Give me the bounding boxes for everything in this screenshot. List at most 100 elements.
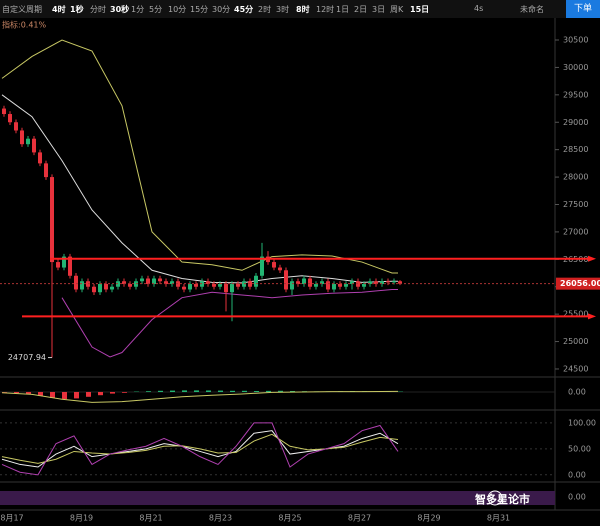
candle-body: [236, 283, 240, 287]
y-tick-label: 0.00: [568, 388, 586, 397]
candle-body: [392, 281, 396, 283]
refresh-interval[interactable]: 4s: [474, 4, 484, 13]
period-button[interactable]: 45分: [234, 5, 254, 14]
period-button[interactable]: 2时: [258, 5, 272, 14]
macd-bar: [230, 390, 235, 392]
watermark-icon: [487, 490, 503, 506]
y-tick-label: 29000: [563, 118, 588, 127]
y-tick-label: 30500: [563, 36, 588, 45]
y-tick-label: 50.00: [568, 444, 591, 453]
y-tick-label: 28500: [563, 145, 588, 154]
period-button[interactable]: 30秒: [110, 5, 130, 14]
candle-body: [284, 270, 288, 290]
low-label: 24707.94: [8, 353, 46, 362]
macd-bar: [194, 390, 199, 392]
x-tick-label: 8月19: [70, 514, 93, 523]
candle-body: [38, 152, 42, 164]
candle-body: [272, 262, 276, 268]
period-button[interactable]: 15分: [190, 5, 209, 14]
candle-body: [128, 283, 132, 287]
period-button[interactable]: 3时: [276, 5, 290, 14]
period-button[interactable]: 周K: [390, 5, 404, 14]
candle-body: [20, 130, 24, 145]
period-button[interactable]: 自定义周期: [2, 5, 42, 14]
candle-body: [194, 283, 198, 287]
y-tick-label: 27500: [563, 200, 588, 209]
macd-bar: [122, 392, 127, 393]
macd-bar: [146, 391, 151, 392]
candle-body: [50, 177, 54, 263]
y-tick-label: 0.00: [568, 493, 586, 502]
candle-body: [314, 283, 318, 287]
period-button[interactable]: 8时: [296, 5, 310, 14]
candle-body: [308, 278, 312, 287]
candle-body: [332, 283, 336, 290]
period-button[interactable]: 5分: [149, 5, 163, 14]
macd-bar: [170, 390, 175, 392]
toolbar: 4s 未命名 下单 自定义周期 4时 1秒 分时 30秒 1分 5分 10分 15分 30分 45分…: [0, 0, 600, 18]
period-button[interactable]: 3日: [372, 5, 386, 14]
period-button[interactable]: 分时: [90, 5, 106, 14]
period-button[interactable]: 30分: [212, 5, 231, 14]
kdj-line: [1, 422, 399, 476]
candle-body: [56, 262, 60, 268]
period-button[interactable]: 12时: [316, 5, 335, 14]
last-price-box: [556, 277, 600, 290]
indicator-band: [0, 491, 555, 505]
candle-body: [92, 286, 96, 293]
x-tick-label: 8月17: [0, 514, 23, 523]
candle-body: [212, 283, 216, 287]
period-button[interactable]: 1分: [131, 5, 145, 14]
period-button[interactable]: 15日: [410, 5, 430, 14]
y-tick-label: 25500: [563, 310, 588, 319]
macd-bar: [62, 392, 67, 400]
layout-name[interactable]: 未命名: [520, 5, 544, 14]
candle-body: [302, 278, 306, 284]
candle-body: [278, 267, 282, 271]
candle-body: [260, 256, 264, 276]
period-button[interactable]: 4时: [52, 5, 66, 14]
arrow-head: [588, 313, 596, 320]
candle-body: [320, 281, 324, 284]
x-tick-label: 8月23: [209, 514, 232, 523]
y-tick-label: 28000: [563, 173, 588, 182]
candle-body: [104, 283, 108, 290]
candle-body: [170, 281, 174, 284]
bollinger-line: [61, 288, 398, 358]
macd-bar: [218, 390, 223, 392]
y-tick-label: 0.00: [568, 470, 586, 479]
candle-body: [2, 108, 6, 115]
x-tick-label: 8月27: [348, 514, 371, 523]
candle-body: [206, 281, 210, 284]
bollinger-line: [1, 39, 398, 274]
candle-body: [368, 281, 372, 284]
candle-body: [326, 281, 330, 290]
period-button[interactable]: 10分: [168, 5, 187, 14]
candle-body: [14, 122, 18, 131]
period-button[interactable]: 1日: [336, 5, 350, 14]
candle-body: [68, 256, 72, 276]
watermark: 智多星论市: [475, 492, 530, 506]
macd-bar: [182, 390, 187, 392]
candle-body: [8, 114, 12, 123]
background: [0, 18, 600, 526]
last-price-label: 26056.00: [560, 279, 600, 288]
macd-bar: [74, 392, 79, 399]
order-button[interactable]: 下单: [566, 0, 600, 18]
candle-body: [386, 281, 390, 283]
macd-bar: [158, 390, 163, 392]
x-tick-label: 8月29: [417, 514, 440, 523]
candle-body: [230, 283, 234, 293]
candle-body: [122, 281, 126, 284]
macd-line: [1, 390, 399, 403]
period-button[interactable]: 1秒: [70, 5, 84, 14]
candle-body: [344, 283, 348, 287]
y-tick-label: 30000: [563, 63, 588, 72]
candle-body: [374, 281, 378, 284]
period-button[interactable]: 2日: [354, 5, 368, 14]
candle-body: [380, 281, 384, 284]
candle-body: [296, 281, 300, 284]
candle-body: [218, 283, 222, 287]
candle-body: [350, 281, 354, 284]
candle-body: [32, 138, 36, 153]
